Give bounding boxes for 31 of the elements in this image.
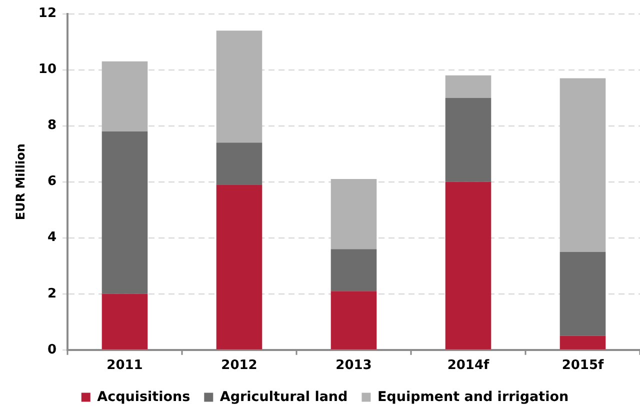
bar [102, 61, 148, 132]
bar [216, 142, 262, 185]
bar [102, 294, 148, 350]
bar [445, 98, 492, 182]
bar [560, 252, 606, 336]
bar [445, 75, 492, 98]
x-tick-label: 2013 [336, 358, 372, 374]
y-tick-label: 0 [47, 342, 56, 358]
legend-label: Agricultural land [220, 388, 348, 405]
bar [445, 182, 492, 350]
legend-label: Equipment and irrigation [377, 388, 569, 405]
y-tick-label: 12 [38, 6, 56, 22]
y-tick-label: 2 [47, 286, 56, 302]
x-tick-label: 2012 [221, 358, 258, 374]
bar [560, 78, 606, 252]
x-tick-label: 2011 [106, 358, 143, 374]
y-tick-label: 6 [47, 174, 56, 190]
y-tick-label: 4 [47, 230, 56, 246]
bar [216, 184, 262, 350]
x-tick-label: 2015f [562, 358, 604, 374]
bar [330, 249, 377, 292]
legend-label: Acquisitions [97, 388, 190, 405]
bar [216, 30, 262, 143]
bar [102, 131, 148, 294]
bar [330, 179, 377, 250]
bar [560, 336, 606, 350]
y-axis-title: EUR Million [13, 144, 28, 220]
y-tick-label: 10 [38, 62, 56, 78]
x-tick-label: 2014f [447, 358, 490, 374]
y-tick-label: 8 [47, 118, 56, 134]
bar [330, 291, 377, 350]
